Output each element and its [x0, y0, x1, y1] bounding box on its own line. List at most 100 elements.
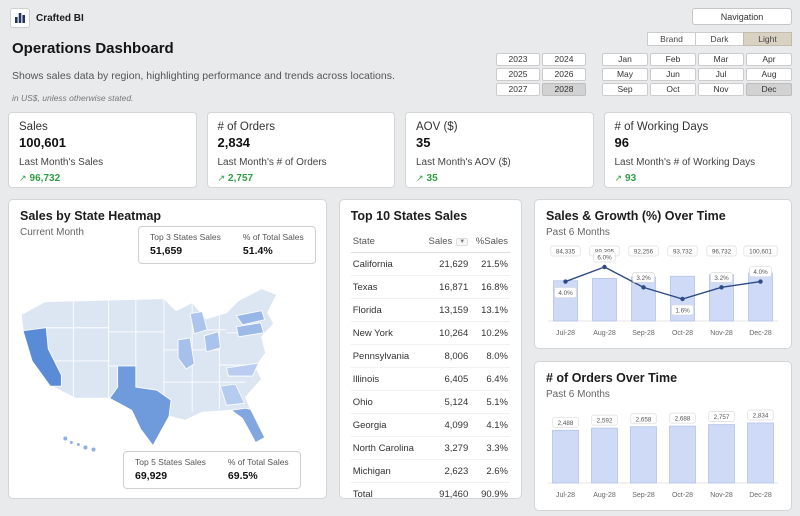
svg-text:2,688: 2,688 — [675, 416, 691, 423]
svg-text:Nov-28: Nov-28 — [710, 330, 733, 337]
table-row[interactable]: North Carolina 3,279 3.3% — [350, 436, 510, 460]
month-cell-feb[interactable]: Feb — [650, 53, 696, 66]
state-pennsylvania[interactable] — [236, 322, 265, 338]
table-row[interactable]: Pennsylvania 8,006 8.0% — [350, 344, 510, 368]
svg-text:3.2%: 3.2% — [714, 275, 729, 282]
kpi-trend-value: 2,757 — [228, 173, 254, 184]
year-cell-2027[interactable]: 2027 — [496, 83, 540, 96]
month-cell-jun[interactable]: Jun — [650, 68, 696, 81]
month-cell-may[interactable]: May — [602, 68, 648, 81]
top3-pct-value: 51.4% — [242, 245, 273, 257]
kpi-trend: ↗ 2,757 — [218, 173, 385, 184]
month-cell-aug[interactable]: Aug — [746, 68, 792, 81]
svg-text:Jul-28: Jul-28 — [556, 492, 575, 499]
month-cell-jan[interactable]: Jan — [602, 53, 648, 66]
state-michigan[interactable] — [189, 311, 208, 335]
column-header-sales[interactable]: Sales ▼ — [422, 232, 471, 253]
kpi-row: Sales 100,601 Last Month's Sales ↗ 96,732… — [8, 112, 792, 188]
svg-text:3.2%: 3.2% — [636, 275, 651, 282]
year-cell-2028[interactable]: 2028 — [542, 83, 586, 96]
logo-text: Crafted BI — [36, 12, 84, 24]
top5-pct-value: 69.5% — [227, 470, 258, 482]
state-texas[interactable] — [109, 365, 172, 447]
svg-text:92,256: 92,256 — [634, 249, 654, 256]
kpi-card: AOV ($) 35 Last Month's AOV ($) ↗ 35 — [405, 112, 594, 188]
month-cell-mar[interactable]: Mar — [698, 53, 744, 66]
table-row[interactable]: Ohio 5,124 5.1% — [350, 390, 510, 414]
year-cell-2026[interactable]: 2026 — [542, 68, 586, 81]
kpi-card: # of Working Days 96 Last Month's # of W… — [603, 112, 792, 188]
column-header-pct-sales[interactable]: %Sales — [470, 232, 510, 253]
theme-button-dark[interactable]: Dark — [695, 32, 744, 46]
table-row[interactable]: Michigan 2,623 2.6% — [350, 459, 510, 483]
sort-desc-icon[interactable]: ▼ — [456, 238, 469, 246]
table-row[interactable]: Illinois 6,405 6.4% — [350, 367, 510, 391]
state-north-carolina[interactable] — [225, 362, 260, 377]
theme-button-brand[interactable]: Brand — [647, 32, 696, 46]
month-cell-nov[interactable]: Nov — [698, 83, 744, 96]
kpi-subtitle: Last Month's # of Working Days — [614, 157, 756, 168]
month-cell-jul[interactable]: Jul — [698, 68, 744, 81]
svg-text:Sep-28: Sep-28 — [632, 492, 655, 499]
state-california[interactable] — [22, 327, 62, 387]
top5-sales-label: Top 5 States Sales — [135, 457, 206, 467]
trend-up-icon: ↗ — [217, 173, 226, 183]
kpi-value: 96 — [614, 135, 629, 150]
bottom-section: Sales by State Heatmap Current Month Top… — [8, 199, 792, 511]
month-cell-apr[interactable]: Apr — [746, 53, 792, 66]
kpi-subtitle: Last Month's # of Orders — [217, 157, 327, 168]
state-florida[interactable] — [230, 407, 266, 444]
kpi-subtitle: Last Month's AOV ($) — [416, 157, 511, 168]
svg-text:2,757: 2,757 — [714, 414, 730, 421]
svg-text:2,592: 2,592 — [597, 418, 613, 425]
svg-text:2,658: 2,658 — [636, 416, 652, 423]
year-cell-2024[interactable]: 2024 — [542, 53, 586, 66]
sales-growth-chart: Jul-28 Aug-28 Sep-28 Oct-28 Nov-28 Dec-28 84,3… — [548, 245, 778, 337]
states-table-body: California 21,629 21.5% Texas 16,871 16.8% Flo… — [350, 252, 510, 483]
year-cell-2023[interactable]: 2023 — [496, 53, 540, 66]
kpi-trend-value: 35 — [426, 173, 438, 184]
svg-text:Sep-28: Sep-28 — [632, 330, 655, 337]
logo: Crafted BI — [8, 8, 84, 28]
svg-text:4.0%: 4.0% — [558, 290, 573, 297]
state-new-york[interactable] — [235, 310, 266, 326]
state-georgia[interactable] — [219, 383, 246, 406]
top3-sales-stat: Top 3 States Sales 51,659 — [150, 232, 221, 257]
table-row[interactable]: California 21,629 21.5% — [350, 252, 510, 276]
state-hawaii[interactable] — [63, 436, 96, 452]
sales-bar-sep-28 — [631, 276, 656, 322]
svg-text:Aug-28: Aug-28 — [593, 330, 616, 337]
state-illinois[interactable] — [177, 337, 195, 370]
navigation-button[interactable]: Navigation — [692, 8, 792, 25]
top5-sales-value: 69,929 — [135, 470, 168, 482]
top5-sales-stat: Top 5 States Sales 69,929 — [135, 457, 206, 482]
month-cell-dec[interactable]: Dec — [746, 83, 792, 96]
table-row[interactable]: Florida 13,159 13.1% — [350, 298, 510, 322]
sales-growth-title: Sales & Growth (%) Over Time — [546, 209, 726, 223]
sales-growth-panel: Sales & Growth (%) Over Time Past 6 Mont… — [534, 199, 792, 349]
table-row[interactable]: Georgia 4,099 4.1% — [350, 413, 510, 437]
state-ohio[interactable] — [203, 331, 221, 353]
svg-text:Aug-28: Aug-28 — [593, 492, 616, 499]
top3-sales-value: 51,659 — [150, 245, 183, 257]
heatmap-panel: Sales by State Heatmap Current Month Top… — [8, 199, 327, 499]
month-cell-sep[interactable]: Sep — [602, 83, 648, 96]
month-cell-oct[interactable]: Oct — [650, 83, 696, 96]
year-cell-2025[interactable]: 2025 — [496, 68, 540, 81]
theme-button-light[interactable]: Light — [743, 32, 792, 46]
table-row[interactable]: New York 10,264 10.2% — [350, 321, 510, 345]
kpi-value: 2,834 — [217, 135, 251, 150]
top3-sales-label: Top 3 States Sales — [150, 232, 221, 242]
column-header-state[interactable]: State — [350, 232, 423, 253]
orders-bar-oct-28 — [669, 425, 696, 484]
month-grid: Jan Feb Mar Apr May Jun Jul Aug Sep Oct Nov Dec — [602, 53, 792, 96]
svg-text:Nov-28: Nov-28 — [710, 492, 733, 499]
heatmap-title: Sales by State Heatmap — [20, 209, 162, 223]
top-bar: Crafted BI Navigation — [8, 8, 792, 30]
us-choropleth-map — [20, 287, 278, 452]
table-row[interactable]: Texas 16,871 16.8% — [350, 275, 510, 299]
kpi-value: 35 — [416, 135, 431, 150]
orders-title: # of Orders Over Time — [546, 371, 678, 385]
top5-stats-box: Top 5 States Sales 69,929 % of Total Sal… — [123, 451, 301, 489]
sales-growth-subtitle: Past 6 Months — [546, 227, 610, 238]
